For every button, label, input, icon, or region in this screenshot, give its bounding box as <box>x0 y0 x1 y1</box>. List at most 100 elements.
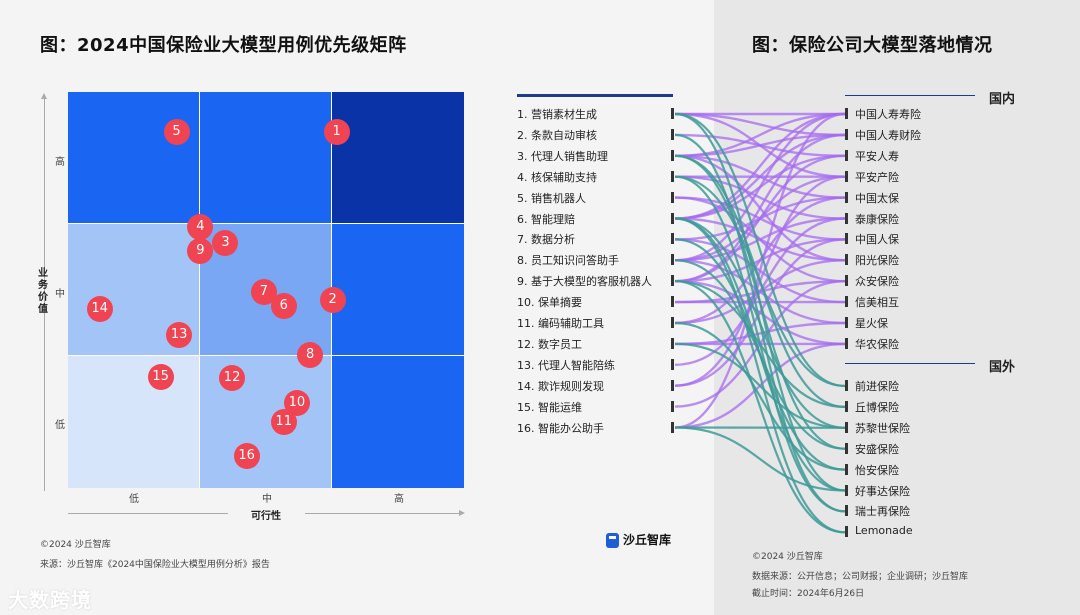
foreign-label: 国外 <box>989 360 1016 375</box>
use-case-dot-13: 13 <box>166 322 193 349</box>
domestic-company: 中国人寿财险 <box>855 128 921 142</box>
use-case-tick <box>671 379 674 391</box>
adoption-link <box>674 238 846 387</box>
use-case-tick <box>671 170 674 182</box>
y-tick-low: 低 <box>55 420 65 431</box>
use-case-dot-7: 7 <box>250 278 277 305</box>
matrix-copyright: ©2024 沙丘智库 <box>40 540 111 550</box>
adoption-link <box>674 259 846 450</box>
use-case-tick <box>671 254 674 266</box>
company-tick <box>845 212 848 224</box>
adoption-link <box>674 175 846 388</box>
company-tick <box>845 505 848 517</box>
x-tick-high: 高 <box>394 494 404 505</box>
use-case-tick <box>671 358 674 370</box>
company-tick <box>845 337 848 349</box>
y-tick-high: 高 <box>55 157 65 168</box>
x-tick-mid: 中 <box>262 494 272 505</box>
adoption-link <box>674 196 846 325</box>
use-case-item: 2. 条款自动审核 <box>517 128 597 142</box>
domestic-label: 国内 <box>989 92 1016 107</box>
adoption-link <box>674 112 846 137</box>
use-case-item: 13. 代理人智能陪练 <box>517 358 615 372</box>
adoption-link <box>674 112 846 262</box>
use-case-item: 4. 核保辅助支持 <box>517 170 597 184</box>
company-tick <box>845 233 848 245</box>
use-case-dot-16: 16 <box>233 442 260 469</box>
use-case-dot-11: 11 <box>270 408 297 435</box>
use-case-dot-9: 9 <box>187 237 214 264</box>
adoption-title: 图：保险公司大模型落地情况 <box>752 35 993 56</box>
adoption-link <box>674 217 846 262</box>
watermark: 大数跨境 <box>8 588 92 612</box>
matrix-cell-low-low <box>68 356 200 488</box>
domestic-company: 平安产险 <box>855 170 899 184</box>
company-tick <box>845 108 848 119</box>
brand-logo: 沙丘智库 <box>606 531 671 548</box>
foreign-company: 前进保险 <box>855 380 899 393</box>
use-case-dot-4: 4 <box>187 213 214 240</box>
use-case-dot-6: 6 <box>270 293 297 320</box>
use-case-item: 11. 编码辅助工具 <box>517 317 604 330</box>
company-tick <box>845 317 848 328</box>
use-case-item: 8. 员工知识问答助手 <box>517 254 619 268</box>
use-case-tick <box>671 108 674 119</box>
matrix-cell-mid-high <box>332 224 464 356</box>
company-tick <box>845 463 848 475</box>
use-case-tick <box>671 296 674 308</box>
use-case-item: 5. 销售机器人 <box>517 191 586 205</box>
x-axis-line <box>68 513 228 514</box>
use-case-tick <box>671 421 674 433</box>
matrix-source: 来源：沙丘智库《2024中国保险业大模型用例分析》报告 <box>40 560 270 570</box>
company-tick <box>845 170 848 182</box>
use-case-dot-3: 3 <box>212 229 239 256</box>
domestic-rule <box>845 95 975 96</box>
use-case-item: 7. 数据分析 <box>517 233 575 247</box>
use-case-tick <box>671 337 674 349</box>
y-tick-mid: 中 <box>55 289 65 300</box>
logo-text: 沙丘智库 <box>623 533 672 547</box>
priority-matrix <box>68 92 465 489</box>
use-case-item: 10. 保单摘要 <box>517 296 582 310</box>
adoption-link <box>674 217 846 366</box>
adoption-link <box>674 154 846 450</box>
matrix-cell-high-mid <box>200 92 332 224</box>
use-case-item: 15. 智能运维 <box>517 400 582 414</box>
adoption-link <box>674 321 846 471</box>
foreign-company: 丘博保险 <box>855 400 899 414</box>
domestic-company: 众安保险 <box>855 275 899 289</box>
use-case-tick <box>671 233 674 245</box>
x-axis-arrow <box>305 510 465 516</box>
company-tick <box>845 380 848 391</box>
use-case-tick <box>671 400 674 412</box>
foreign-company: 安盛保险 <box>855 442 899 456</box>
adoption-link <box>674 426 846 492</box>
adoption-link <box>674 280 846 534</box>
use-case-item: 1. 营销素材生成 <box>517 108 597 121</box>
matrix-cell-low-high <box>332 356 464 488</box>
domestic-company: 华农保险 <box>855 337 899 351</box>
adoption-link <box>674 280 846 408</box>
x-axis-label: 可行性 <box>251 511 281 522</box>
adoption-link <box>674 112 846 388</box>
company-tick <box>845 296 848 308</box>
adoption-link <box>674 133 846 157</box>
matrix-cell-high-high <box>332 92 464 224</box>
matrix-title: 图：2024中国保险业大模型用例优先级矩阵 <box>40 35 407 56</box>
y-axis-label: 业务价值 <box>38 268 48 315</box>
use-case-tick <box>671 128 674 140</box>
use-case-tick <box>671 212 674 224</box>
company-tick <box>845 484 848 496</box>
matrix-cell-high-low <box>68 92 200 224</box>
use-case-item: 6. 智能理赔 <box>517 212 575 226</box>
use-case-item: 14. 欺诈规则发现 <box>517 379 604 393</box>
use-case-dot-8: 8 <box>297 342 324 369</box>
foreign-company: 瑞士再保险 <box>855 505 910 519</box>
use-case-item: 12. 数字员工 <box>517 337 582 351</box>
use-case-item: 16. 智能办公助手 <box>517 421 604 435</box>
use-case-tick <box>671 317 674 328</box>
foreign-company: 怡安保险 <box>855 463 899 477</box>
use-case-dot-5: 5 <box>163 118 190 145</box>
domestic-company: 信美相互 <box>855 296 899 310</box>
